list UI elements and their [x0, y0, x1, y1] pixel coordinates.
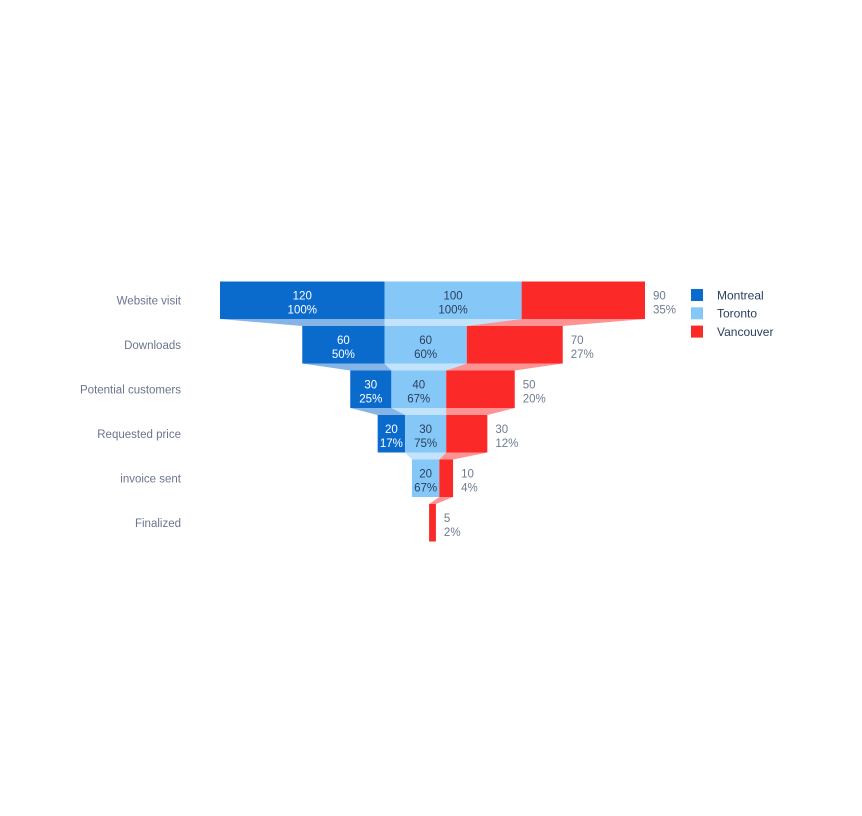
funnel-labels: 120 100% 60 50% 30 25% 20 17% 100 100% 60 60% 40 67% 3…: [288, 290, 676, 539]
segment-value-label: 30: [495, 424, 508, 436]
segment-percent-label: 67%: [407, 393, 430, 405]
legend-swatch-montreal: [691, 289, 703, 301]
funnel-connector: [220, 319, 385, 326]
segment-percent-label: 35%: [653, 304, 676, 316]
segment-value-label: 60: [419, 335, 432, 347]
funnel-segment-vancouver-0[interactable]: [521, 281, 645, 320]
funnel-segment-vancouver-5[interactable]: [429, 504, 436, 542]
segment-value-label: 100: [443, 290, 462, 302]
funnel-connector: [439, 452, 488, 460]
legend-label: Toronto: [717, 307, 757, 321]
funnel-segment-montreal-1[interactable]: [302, 326, 385, 364]
y-axis-label: Downloads: [124, 340, 181, 352]
segment-percent-label: 100%: [438, 304, 467, 316]
legend-item-vancouver[interactable]: Vancouver: [691, 325, 773, 339]
segment-value-label: 10: [461, 468, 474, 480]
legend-label: Montreal: [717, 288, 764, 302]
y-axis-label: invoice sent: [120, 473, 182, 485]
segment-value-label: 30: [419, 424, 432, 436]
funnel-segment-vancouver-1[interactable]: [466, 326, 563, 364]
segment-value-label: 90: [653, 290, 666, 302]
segment-percent-label: 4%: [461, 482, 478, 494]
segment-percent-label: 67%: [414, 482, 437, 494]
funnel-bars: [220, 281, 645, 542]
segment-value-label: 50: [523, 379, 536, 391]
funnel-segment-toronto-4[interactable]: [411, 459, 440, 498]
funnel-connector: [405, 452, 447, 460]
segment-value-label: 5: [444, 513, 450, 525]
funnel-connector: [384, 319, 522, 326]
segment-percent-label: 60%: [414, 349, 437, 361]
segment-percent-label: 27%: [571, 349, 594, 361]
segment-percent-label: 100%: [288, 304, 317, 316]
y-axis-label: Potential customers: [80, 384, 181, 396]
legend-swatch-vancouver: [691, 325, 703, 338]
segment-percent-label: 25%: [359, 393, 382, 405]
y-axis-label: Website visit: [117, 295, 182, 307]
funnel-segment-vancouver-4[interactable]: [439, 459, 454, 498]
funnel-segment-montreal-3[interactable]: [377, 415, 406, 453]
funnel-connector: [446, 363, 563, 371]
segment-percent-label: 75%: [414, 438, 437, 450]
y-axis-label: Requested price: [97, 429, 181, 441]
segment-value-label: 20: [419, 468, 432, 480]
funnel-connector: [429, 497, 454, 504]
funnel-segment-montreal-0[interactable]: [220, 281, 385, 320]
funnel-segment-toronto-1[interactable]: [384, 326, 467, 364]
funnel-connector: [391, 408, 447, 415]
y-axis-labels: Website visit Downloads Potential customer…: [80, 295, 182, 530]
segment-percent-label: 17%: [380, 438, 403, 450]
funnel-connectors: [220, 319, 645, 504]
funnel-segment-vancouver-3[interactable]: [446, 415, 488, 453]
funnel-connector: [384, 363, 467, 371]
funnel-segment-vancouver-2[interactable]: [446, 370, 515, 409]
funnel-segment-toronto-2[interactable]: [391, 370, 447, 409]
legend-item-montreal[interactable]: Montreal: [691, 288, 764, 302]
segment-value-label: 30: [364, 379, 377, 391]
legend-item-toronto[interactable]: Toronto: [691, 307, 757, 321]
funnel-segment-montreal-2[interactable]: [350, 370, 392, 409]
y-axis-label: Finalized: [135, 518, 181, 530]
segment-percent-label: 20%: [523, 393, 546, 405]
segment-percent-label: 50%: [332, 349, 355, 361]
funnel-connector: [302, 363, 392, 371]
legend-swatch-toronto: [691, 307, 703, 320]
funnel-connector: [350, 408, 406, 415]
funnel-segment-toronto-0[interactable]: [384, 281, 522, 320]
funnel-segment-toronto-3[interactable]: [405, 415, 447, 453]
legend: Montreal Toronto Vancouver: [691, 288, 773, 339]
segment-value-label: 20: [385, 424, 398, 436]
legend-label: Vancouver: [717, 325, 773, 339]
segment-value-label: 60: [337, 335, 350, 347]
segment-value-label: 70: [571, 335, 584, 347]
segment-value-label: 120: [293, 290, 312, 302]
funnel-connector: [446, 408, 515, 415]
segment-percent-label: 12%: [495, 438, 518, 450]
segment-value-label: 40: [412, 379, 425, 391]
segment-percent-label: 2%: [444, 527, 461, 539]
funnel-connector: [466, 319, 645, 326]
